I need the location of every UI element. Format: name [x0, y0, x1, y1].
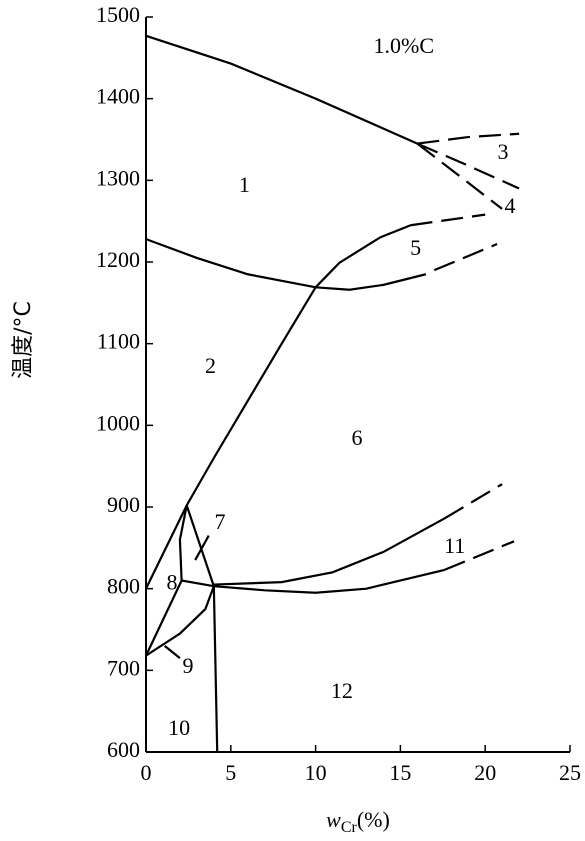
boundary: [213, 517, 446, 586]
dashed-boundary: [410, 213, 486, 227]
y-tick-label: 700: [107, 655, 140, 680]
dashed-boundary: [416, 142, 503, 210]
dashed-boundary: [417, 132, 520, 145]
annotation: 1.0%C: [374, 33, 435, 58]
annotation: 9: [183, 653, 194, 678]
boundary: [145, 504, 188, 590]
y-tick-label: 1000: [96, 410, 140, 435]
boundary: [163, 644, 181, 659]
annotation: 10: [168, 715, 190, 740]
dashed-boundary: [444, 540, 515, 571]
x-tick-label: 15: [389, 760, 411, 785]
annotation: 11: [444, 533, 465, 558]
x-tick-label: 25: [559, 760, 581, 785]
x-axis-label-sub: Cr: [341, 819, 358, 836]
x-tick-label: 10: [305, 760, 327, 785]
boundary: [212, 586, 219, 753]
annotation: 8: [166, 570, 177, 595]
y-tick-label: 1400: [96, 84, 140, 109]
dashed-boundary: [416, 142, 520, 190]
y-tick-label: 900: [107, 492, 140, 517]
annotation: 3: [498, 139, 509, 164]
x-tick-label: 0: [141, 760, 152, 785]
annotation: 12: [331, 678, 353, 703]
x-tick-label: 20: [474, 760, 496, 785]
boundary: [145, 34, 418, 145]
annotation: 1: [239, 172, 250, 197]
y-tick-label: 1300: [96, 165, 140, 190]
boundary: [314, 224, 411, 289]
x-axis-label: wCr(%): [326, 807, 390, 836]
annotation: 5: [410, 235, 421, 260]
x-axis-label-var: w: [326, 807, 341, 832]
boundary: [181, 568, 445, 594]
annotation: 7: [214, 509, 225, 534]
dashed-boundary: [433, 243, 498, 272]
annotation: 4: [504, 193, 515, 218]
annotation: 6: [351, 425, 362, 450]
boundary: [194, 535, 210, 561]
boundary: [145, 580, 183, 657]
y-axis-label: 温度/°C: [11, 301, 36, 379]
y-tick-label: 1100: [97, 329, 140, 354]
y-tick-label: 1500: [96, 2, 140, 27]
y-tick-label: 800: [107, 574, 140, 599]
boundary: [185, 505, 215, 587]
x-tick-label: 5: [225, 760, 236, 785]
x-axis-label-unit: (%): [357, 807, 390, 832]
boundary: [145, 238, 427, 291]
y-tick-label: 600: [107, 737, 140, 762]
y-tick-label: 1200: [96, 247, 140, 272]
annotation: 2: [205, 353, 216, 378]
boundary: [178, 505, 188, 581]
dashed-boundary: [443, 483, 503, 520]
boundary: [185, 286, 317, 506]
boundary: [145, 585, 215, 657]
